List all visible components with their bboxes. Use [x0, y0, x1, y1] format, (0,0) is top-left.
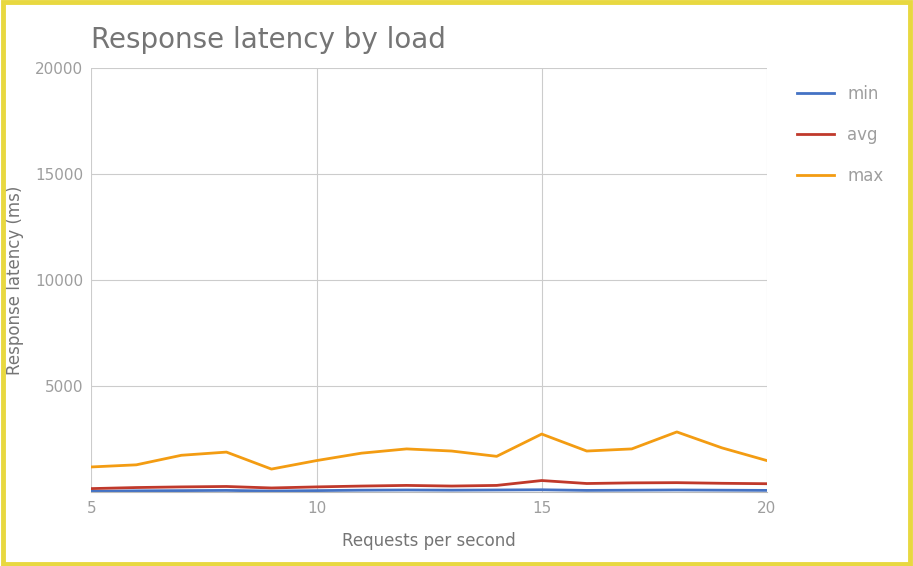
Text: Response latency by load: Response latency by load	[91, 27, 446, 54]
X-axis label: Requests per second: Requests per second	[342, 533, 516, 550]
max	[671, 428, 682, 435]
max	[356, 450, 367, 457]
min	[86, 488, 97, 495]
min	[401, 487, 412, 494]
avg	[131, 484, 142, 491]
min	[582, 487, 593, 494]
max	[717, 444, 728, 451]
max	[761, 457, 772, 464]
min	[761, 487, 772, 494]
avg	[626, 479, 637, 486]
avg	[446, 483, 457, 490]
min	[671, 487, 682, 494]
min	[221, 487, 232, 494]
min	[536, 486, 547, 493]
min	[446, 487, 457, 494]
Legend: min, avg, max: min, avg, max	[789, 76, 892, 194]
max	[401, 445, 412, 452]
avg	[86, 485, 97, 492]
avg	[582, 480, 593, 487]
min	[266, 488, 277, 495]
min	[356, 487, 367, 494]
min	[176, 487, 187, 494]
min	[626, 487, 637, 494]
min	[131, 487, 142, 494]
avg	[761, 481, 772, 487]
min	[311, 487, 322, 494]
max	[626, 445, 637, 452]
Line: min: min	[91, 490, 767, 491]
max	[221, 449, 232, 456]
Line: max: max	[91, 432, 767, 469]
avg	[221, 483, 232, 490]
avg	[536, 477, 547, 484]
min	[491, 487, 502, 494]
avg	[266, 484, 277, 491]
max	[131, 461, 142, 468]
avg	[176, 483, 187, 490]
max	[86, 464, 97, 470]
avg	[311, 483, 322, 490]
max	[582, 448, 593, 454]
max	[491, 453, 502, 460]
avg	[401, 482, 412, 489]
avg	[717, 480, 728, 487]
max	[311, 457, 322, 464]
max	[176, 452, 187, 458]
min	[717, 487, 728, 494]
Y-axis label: Response latency (ms): Response latency (ms)	[5, 186, 24, 375]
Line: avg: avg	[91, 481, 767, 488]
max	[266, 466, 277, 473]
avg	[491, 482, 502, 489]
avg	[356, 483, 367, 490]
max	[536, 431, 547, 438]
max	[446, 448, 457, 454]
avg	[671, 479, 682, 486]
